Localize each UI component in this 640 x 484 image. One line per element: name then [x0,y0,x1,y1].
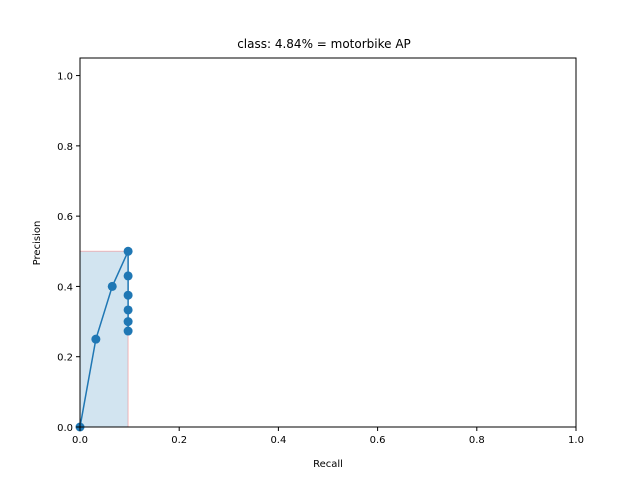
x-axis-label: Recall [313,459,343,470]
ap-filled-area [79,250,129,428]
data-point [123,290,133,300]
y-tick-label: 0.4 [57,282,73,293]
x-tick-label: 1.0 [568,435,584,446]
plot-layer [75,246,133,432]
y-ticks: 0.0 0.2 0.4 0.6 0.8 1.0 [57,72,80,434]
chart-title: class: 4.84% = motorbike AP [237,37,411,51]
plot-frame [79,57,577,428]
y-axis-label: Precision [32,221,43,266]
x-tick-label: 0.2 [171,435,187,446]
y-tick-label: 1.0 [57,72,73,83]
data-point [123,305,133,315]
x-tick-label: 0.8 [469,435,485,446]
x-tick-label: 0.4 [270,435,286,446]
y-tick-label: 0.8 [57,142,73,153]
x-ticks: 0.0 0.2 0.4 0.6 0.8 1.0 [72,427,584,446]
data-point [123,317,133,327]
data-point [91,334,101,344]
y-tick-label: 0.0 [57,423,73,434]
x-tick-label: 0.6 [370,435,386,446]
data-point [123,246,133,256]
data-point [107,281,117,291]
y-tick-label: 0.2 [57,353,73,364]
x-tick-label: 0.0 [72,435,88,446]
data-point [123,326,133,336]
y-tick-label: 0.6 [57,212,73,223]
data-point [123,271,133,281]
